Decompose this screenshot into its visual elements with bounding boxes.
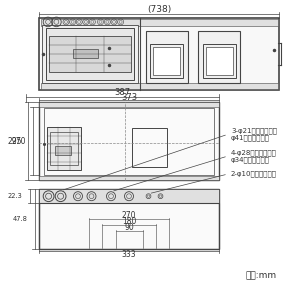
Text: 単位:mm: 単位:mm — [245, 272, 277, 280]
Text: 333: 333 — [122, 250, 136, 259]
Bar — [132, 128, 166, 167]
Bar — [203, 44, 236, 78]
Bar — [39, 189, 219, 203]
Bar — [50, 132, 78, 165]
Text: φ34ノックアウト: φ34ノックアウト — [231, 156, 270, 163]
Bar — [206, 46, 233, 75]
Text: 2-φ10ノックアウト: 2-φ10ノックアウト — [231, 171, 277, 177]
Bar — [46, 127, 81, 170]
Bar — [39, 102, 219, 180]
Text: 270: 270 — [12, 136, 26, 146]
Bar — [74, 49, 98, 58]
Text: 387: 387 — [114, 88, 130, 98]
Bar — [39, 203, 219, 249]
Bar — [39, 18, 279, 90]
Bar — [46, 28, 134, 80]
Text: 373: 373 — [121, 93, 137, 102]
Bar — [39, 102, 219, 107]
Bar — [150, 44, 183, 78]
Bar — [55, 146, 71, 155]
Text: 4-φ28ノックアウト: 4-φ28ノックアウト — [231, 149, 277, 156]
Bar — [153, 46, 180, 75]
Bar — [146, 32, 188, 83]
Bar — [198, 32, 240, 83]
Bar — [39, 176, 219, 180]
Bar — [40, 20, 278, 26]
Text: 22.3: 22.3 — [8, 193, 22, 199]
Text: 90: 90 — [124, 223, 134, 232]
Bar — [44, 108, 214, 175]
Bar — [42, 26, 138, 82]
Bar — [40, 83, 278, 88]
Text: φ41ノックアウト: φ41ノックアウト — [231, 135, 270, 141]
Text: (738): (738) — [147, 5, 171, 14]
Bar — [49, 36, 131, 72]
Text: 295: 295 — [7, 136, 22, 146]
Text: 47.8: 47.8 — [13, 216, 28, 222]
Bar — [39, 189, 219, 249]
Text: 270: 270 — [122, 211, 136, 220]
Text: 180: 180 — [122, 217, 136, 226]
Text: 3-φ21ノックアウト: 3-φ21ノックアウト — [231, 127, 277, 134]
